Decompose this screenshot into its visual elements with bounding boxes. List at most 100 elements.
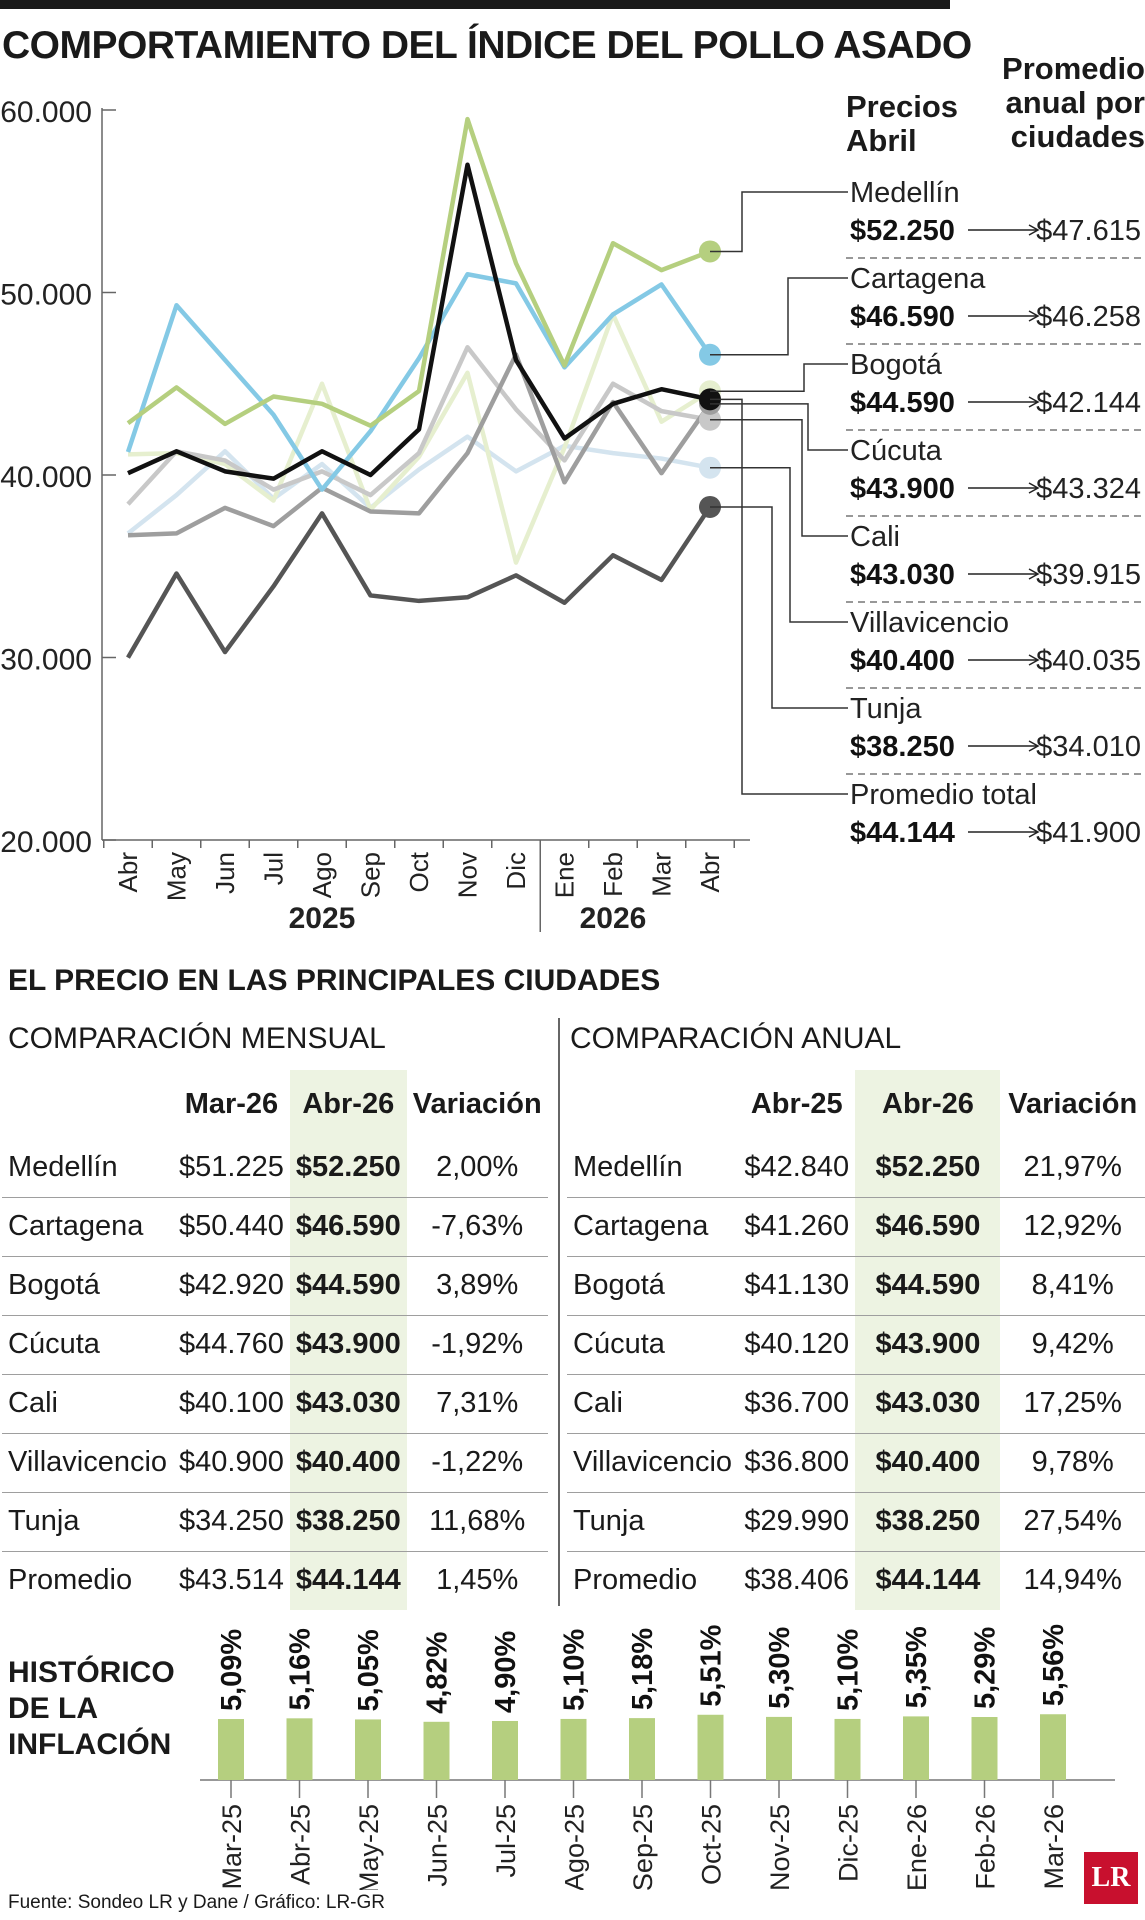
table-row: Medellín $51.225 $52.250 2,00% xyxy=(2,1138,548,1198)
x-tick-label: Abr xyxy=(113,852,143,893)
current-price-cell: $38.250 xyxy=(289,1492,407,1552)
prev-price-cell: $36.700 xyxy=(738,1374,856,1434)
x-tick-label: Ago xyxy=(307,852,337,898)
city-cell: Cúcuta xyxy=(567,1315,739,1375)
inflation-bar xyxy=(903,1716,929,1780)
inflation-month-label: Jul-25 xyxy=(491,1804,521,1878)
line-chart: $60.000 $50.000 $40.000 $30.000 $20.000 Abr Ma… xyxy=(0,96,1145,935)
city-cell: Medellín xyxy=(567,1138,739,1198)
x-tick-label: May xyxy=(162,852,192,901)
callout-city: Villavicencio xyxy=(850,607,1009,639)
prev-price-cell: $41.260 xyxy=(738,1197,856,1257)
current-price-cell: $52.250 xyxy=(855,1138,1001,1198)
inflation-month-label: Sep-25 xyxy=(628,1804,658,1890)
prev-price-cell: $42.840 xyxy=(738,1138,856,1198)
variation-cell: 9,42% xyxy=(1000,1315,1145,1375)
callout-leader xyxy=(710,363,848,392)
city-cell: Cali xyxy=(2,1374,174,1434)
x-tick-label: Mar xyxy=(647,852,677,897)
x-tick-label: Sep xyxy=(356,852,386,898)
callout-annual: $34.010 xyxy=(1036,731,1141,763)
inflation-month-label: Feb-26 xyxy=(971,1804,1001,1890)
variation-cell: 3,89% xyxy=(406,1256,548,1316)
series-line xyxy=(126,434,711,536)
table-row: Cartagena $41.260 $46.590 12,92% xyxy=(567,1197,1145,1257)
inflation-bar xyxy=(492,1720,518,1780)
series-line xyxy=(127,162,711,481)
inflation-month-label: May-25 xyxy=(354,1804,384,1890)
callout-annual: $40.035 xyxy=(1036,645,1141,677)
y-tick-label: $60.000 xyxy=(0,96,92,129)
table-row: Villavicencio $40.900 $40.400 -1,22% xyxy=(2,1433,548,1493)
callout-annual: $39.915 xyxy=(1036,559,1141,591)
inflation-value-label: 5,09% xyxy=(216,1629,248,1711)
callout-arrowhead xyxy=(1028,654,1040,666)
variation-cell: -7,63% xyxy=(406,1197,548,1257)
callout-city: Tunja xyxy=(850,693,922,725)
city-cell: Villavicencio xyxy=(567,1433,739,1493)
variation-cell: 21,97% xyxy=(1000,1138,1145,1198)
callout-city: Cúcuta xyxy=(850,435,943,467)
variation-cell: 9,78% xyxy=(1000,1433,1145,1493)
series-line xyxy=(126,505,712,659)
callout-price: $46.590 xyxy=(850,301,955,333)
callout-leader xyxy=(710,418,848,537)
table-header-row: Abr-25 Abr-26 Variación xyxy=(567,1070,1145,1138)
callout-arrowhead xyxy=(1028,740,1040,752)
callout-annual: $42.144 xyxy=(1036,387,1141,419)
prev-price-cell: $40.900 xyxy=(173,1433,290,1493)
inflation-bar xyxy=(560,1718,587,1780)
current-price-cell: $43.900 xyxy=(855,1315,1001,1375)
callout-price: $44.590 xyxy=(850,387,955,419)
callout-leader xyxy=(710,506,848,709)
variation-cell: 27,54% xyxy=(1000,1492,1145,1552)
table-row: Tunja $34.250 $38.250 11,68% xyxy=(2,1492,548,1552)
inflation-bar xyxy=(286,1718,313,1780)
variation-cell: 7,31% xyxy=(406,1374,548,1434)
city-cell: Bogotá xyxy=(567,1256,739,1316)
series-line xyxy=(126,345,711,506)
prev-price-cell: $50.440 xyxy=(173,1197,290,1257)
inflation-value-label: 5,56% xyxy=(1038,1624,1070,1706)
inflation-bar xyxy=(697,1714,724,1780)
callout-city: Cartagena xyxy=(850,263,986,295)
inflation-month-label: Ago-25 xyxy=(560,1804,590,1890)
variation-cell: -1,92% xyxy=(406,1315,548,1375)
callout-annual: $43.324 xyxy=(1036,473,1141,505)
current-price-cell: $46.590 xyxy=(855,1197,1001,1257)
callout-annual: $46.258 xyxy=(1036,301,1141,333)
variation-cell: -1,22% xyxy=(406,1433,548,1493)
table-row: Promedio $43.514 $44.144 1,45% xyxy=(2,1551,548,1610)
y-tick-label: $40.000 xyxy=(0,461,92,494)
table-header-row: Mar-26 Abr-26 Variación xyxy=(2,1070,548,1138)
inflation-bar xyxy=(629,1718,655,1780)
current-price-cell: $44.590 xyxy=(289,1256,407,1316)
inflation-bar xyxy=(355,1719,381,1780)
monthly-comparison-title: COMPARACIÓN MENSUAL xyxy=(8,1022,386,1055)
current-price-cell: $52.250 xyxy=(289,1138,407,1198)
current-price-cell: $43.030 xyxy=(855,1374,1001,1434)
table-row: Villavicencio $36.800 $40.400 9,78% xyxy=(567,1433,1145,1493)
table-row: Medellín $42.840 $52.250 21,97% xyxy=(567,1138,1145,1198)
column-header: Abr-26 xyxy=(289,1070,407,1138)
year-label: 2025 xyxy=(289,902,356,935)
prev-price-cell: $40.100 xyxy=(173,1374,290,1434)
inflation-value-label: 4,90% xyxy=(490,1631,522,1713)
inflation-month-label: Nov-25 xyxy=(765,1804,795,1890)
y-tick-label: $20.000 xyxy=(0,826,92,859)
prev-price-cell: $44.760 xyxy=(173,1315,290,1375)
series-line xyxy=(125,272,712,492)
cities-section-title: EL PRECIO EN LAS PRINCIPALES CIUDADES xyxy=(8,964,661,997)
variation-cell: 17,25% xyxy=(1000,1374,1145,1434)
column-header: Mar-26 xyxy=(184,1087,279,1120)
table-row: Cartagena $50.440 $46.590 -7,63% xyxy=(2,1197,548,1257)
city-cell: Cali xyxy=(567,1374,739,1434)
callout-price: $43.030 xyxy=(850,559,955,591)
city-cell: Promedio xyxy=(8,1564,133,1597)
prev-price-cell: $36.800 xyxy=(738,1433,856,1493)
callout-city: Medellín xyxy=(850,177,960,209)
line-chart-axes: $60.000 $50.000 $40.000 $30.000 $20.000 Abr Ma… xyxy=(0,96,750,935)
column-header: Abr-25 xyxy=(750,1087,843,1120)
x-tick-label: Jul xyxy=(259,852,289,885)
callout-leader xyxy=(710,277,848,356)
